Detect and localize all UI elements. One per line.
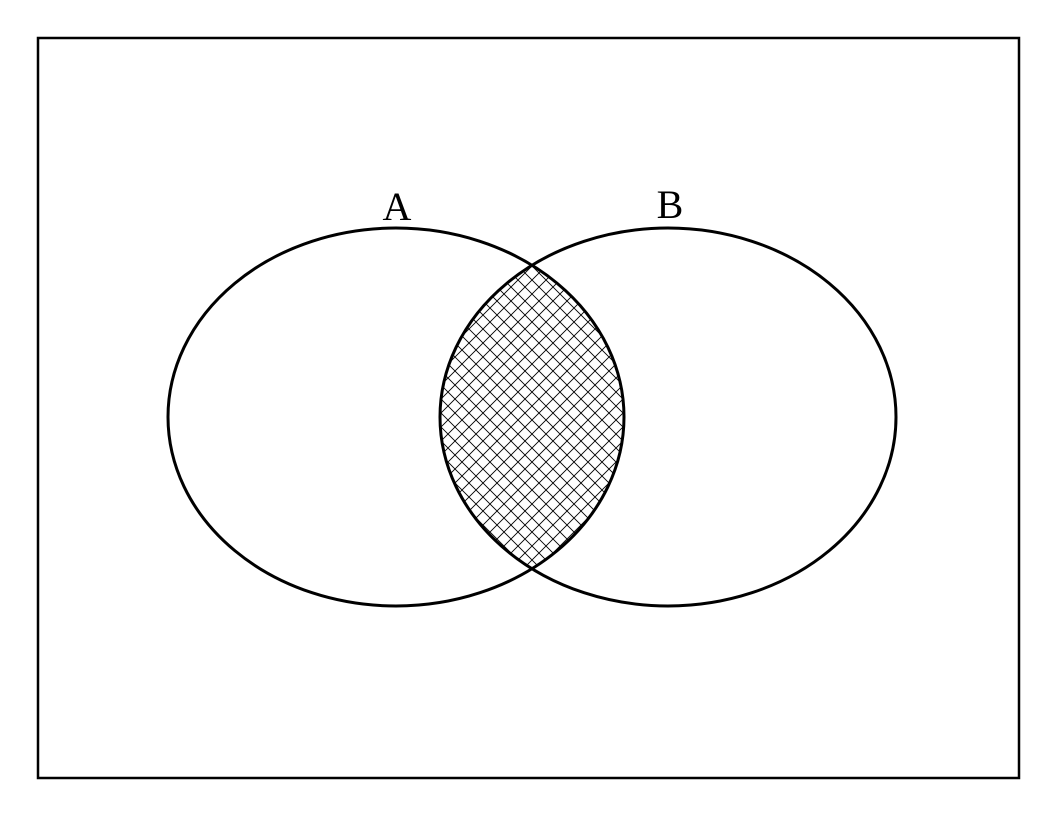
universe-rectangle bbox=[36, 36, 1021, 780]
set-a-label: A bbox=[383, 184, 412, 229]
set-b-ellipse bbox=[438, 226, 898, 608]
set-b-label: B bbox=[657, 182, 684, 227]
intersection-region bbox=[440, 228, 624, 606]
set-a-ellipse bbox=[166, 226, 626, 608]
